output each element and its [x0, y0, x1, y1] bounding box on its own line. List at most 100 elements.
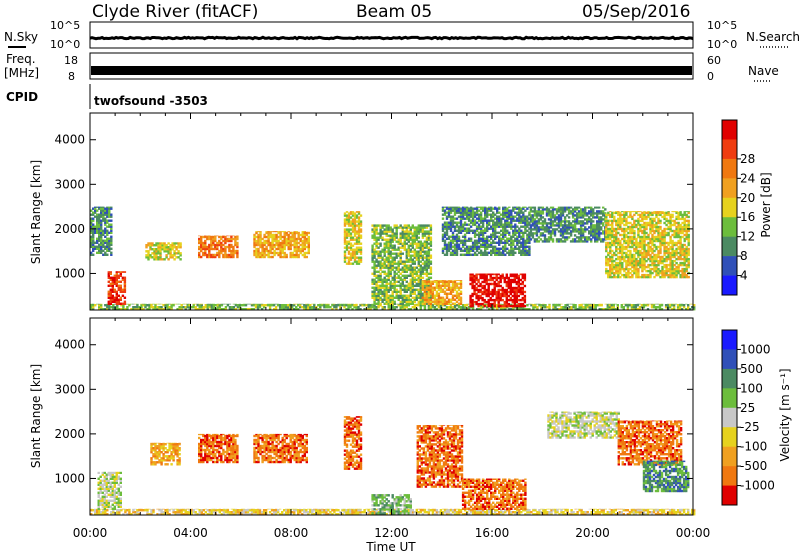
data-cell: [627, 237, 630, 241]
data-cell: [431, 306, 435, 309]
data-cell: [90, 239, 93, 242]
data-cell: [411, 292, 414, 295]
data-cell: [98, 207, 101, 210]
data-cell: [615, 223, 618, 227]
data-cell: [465, 227, 469, 230]
data-cell: [459, 225, 463, 228]
data-cell: [375, 276, 378, 279]
data-cell: [515, 290, 518, 294]
data-cell: [459, 253, 463, 256]
data-cell: [403, 242, 406, 245]
data-cell: [581, 232, 585, 235]
data-cell: [423, 240, 427, 243]
data-cell: [373, 262, 376, 265]
data-cell: [596, 222, 599, 225]
data-cell: [524, 247, 527, 250]
data-cell: [216, 303, 219, 305]
data-cell: [407, 294, 410, 297]
data-cell: [607, 241, 610, 245]
data-cell: [502, 229, 505, 232]
data-cell: [387, 308, 390, 311]
data-cell: [557, 220, 561, 223]
data-cell: [672, 303, 676, 305]
data-cell: [325, 304, 328, 307]
data-cell: [443, 235, 447, 238]
data-cell: [102, 308, 105, 311]
data-cell: [556, 304, 559, 307]
data-cell: [224, 249, 227, 253]
data-cell: [481, 209, 485, 212]
data-cell: [514, 245, 517, 248]
data-cell: [92, 245, 95, 248]
data-cell: [457, 282, 461, 285]
data-cell: [113, 300, 116, 303]
data-cell: [453, 207, 457, 210]
data-cell: [512, 217, 515, 220]
data-cell: [443, 247, 447, 250]
data-cell: [561, 226, 565, 229]
data-cell: [385, 250, 388, 253]
data-cell: [122, 306, 125, 309]
data-cell: [399, 286, 402, 289]
data-cell: [607, 257, 610, 261]
data-cell: [307, 308, 310, 311]
data-cell: [259, 251, 262, 255]
data-cell: [353, 234, 357, 237]
data-cell: [373, 242, 376, 245]
data-cell: [494, 249, 497, 252]
data-cell: [156, 303, 159, 305]
data-cell: [455, 282, 459, 285]
data-cell: [345, 240, 349, 243]
data-cell: [405, 300, 408, 303]
data-cell: [498, 241, 501, 244]
data-cell: [481, 290, 484, 294]
data-cell: [439, 280, 443, 281]
data-cell: [471, 219, 475, 222]
data-cell: [157, 256, 160, 259]
data-cell: [457, 306, 461, 309]
data-cell: [615, 229, 618, 233]
data-cell: [467, 253, 471, 256]
data-cell: [551, 216, 555, 219]
data-cell: [423, 300, 427, 303]
data-cell: [106, 303, 109, 305]
data-cell: [98, 225, 101, 228]
data-cell: [267, 249, 270, 253]
data-cell: [509, 274, 512, 278]
data-cell: [405, 274, 408, 277]
data-cell: [423, 296, 427, 299]
data-cell: [413, 280, 416, 283]
data-cell: [506, 241, 509, 244]
data-cell: [682, 304, 686, 307]
data-cell: [371, 303, 374, 305]
data-cell: [391, 304, 394, 307]
data-cell: [507, 290, 510, 294]
data-cell: [506, 209, 509, 212]
data-cell: [619, 261, 622, 265]
data-cell: [373, 280, 376, 283]
data-cell: [461, 213, 465, 216]
data-cell: [409, 280, 412, 283]
data-cell: [393, 236, 396, 239]
data-cell: [423, 246, 427, 249]
data-cell: [339, 308, 342, 311]
data-cell: [417, 270, 420, 273]
data-cell: [621, 213, 624, 217]
data-cell: [502, 225, 505, 228]
data-cell: [451, 308, 455, 311]
data-cell: [553, 218, 557, 221]
data-cell: [367, 303, 370, 305]
data-cell: [381, 270, 384, 273]
data-cell: [407, 296, 410, 299]
data-cell: [664, 304, 668, 307]
data-cell: [377, 290, 380, 293]
data-cell: [615, 253, 618, 257]
data-cell: [303, 233, 306, 237]
data-cell: [612, 303, 615, 305]
data-cell: [381, 278, 384, 281]
data-cell: [488, 221, 491, 224]
data-cell: [113, 288, 116, 291]
data-cell: [502, 245, 505, 248]
data-cell: [232, 306, 236, 309]
data-cell: [515, 300, 518, 304]
